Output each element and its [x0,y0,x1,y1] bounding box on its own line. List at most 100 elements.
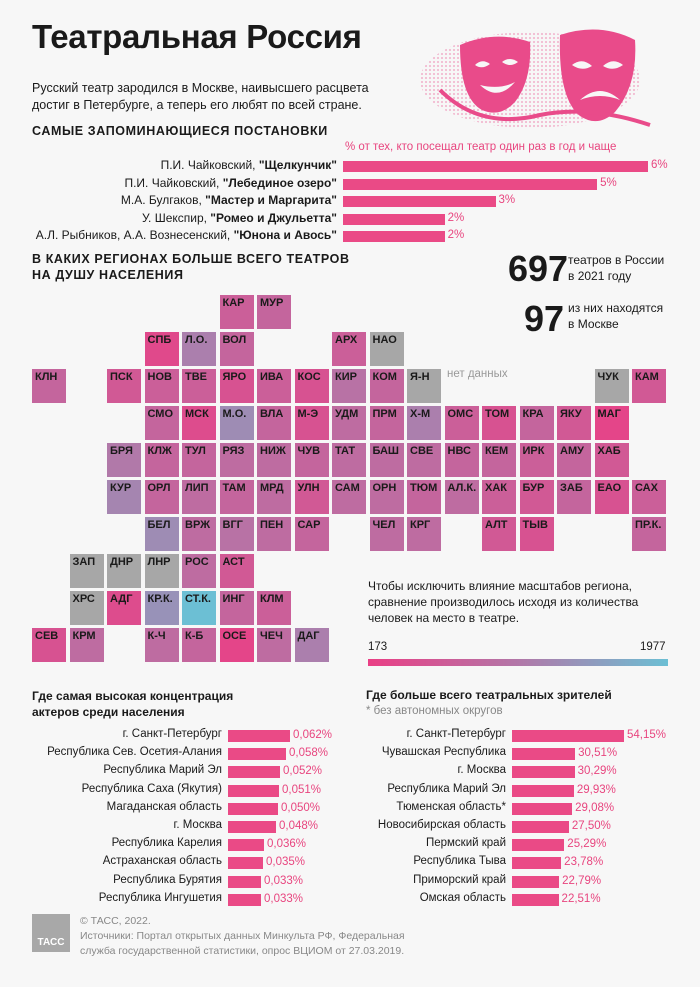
region-tile: КЛН [32,369,66,403]
region-tile: ТАТ [332,443,366,477]
viewers-value: 22,51% [561,892,601,905]
viewers-value: 27,50% [571,820,611,832]
stat-theatres-text-line1: театров в России [568,253,665,267]
region-tile: МСК [182,406,216,440]
production-author: М.А. Булгаков, [120,193,206,207]
actors-heading-line2: актеров среди населения [32,705,185,719]
region-tile: КОМ [369,369,404,403]
region-tile: ДАГ [294,628,329,662]
viewers-value: 30,29% [577,765,617,778]
region-tile: КОС [294,369,329,403]
region-tile: САМ [332,480,366,514]
region-tile: КЕМ [482,443,516,477]
viewers-bar [512,857,562,870]
region-tile: ЕАО [594,480,629,514]
region-tile: ТОМ [482,406,516,440]
actors-label: Республика Бурятия [113,873,222,886]
footer-copyright: © ТАСС, 2022. [80,915,151,927]
region-tile: СМО [144,406,179,440]
actors-label: г. Москва [173,819,222,831]
region-tile: КУР [107,480,141,514]
stat-moscow-text-line1: из них находятся [568,301,664,315]
actors-value: 0,036% [267,838,307,851]
actors-label: Республика Карелия [111,837,222,850]
region-tile: АЛ.К. [444,480,479,514]
region-tile: ИВА [257,369,291,403]
production-label: П.И. Чайковский, "Щелкунчик" [161,158,337,172]
region-tile: СТ.К. [182,591,216,625]
region-tile: АРХ [332,332,366,366]
region-tile: ЛНР [144,554,179,588]
actors-value: 0,050% [281,801,321,814]
production-label: А.Л. Рыбников, А.А. Вознесенский, "Юнона… [36,228,337,242]
viewers-value: 29,93% [576,783,616,796]
region-tile: ЯКУ [557,406,591,440]
viewers-value: 22,79% [562,874,602,887]
actors-value: 0,052% [283,765,323,778]
actors-bar [228,766,280,779]
production-author: А.Л. Рыбников, А.А. Вознесенский, [35,228,234,242]
actors-value: 0,062% [293,729,333,741]
region-tile: ВОЛ [219,332,254,366]
actors-heading: Где самая высокая концентрация актеров с… [32,688,233,720]
region-tile: ИРК [519,443,554,477]
footer-text: © ТАСС, 2022. Источники: Портал открытых… [80,914,405,959]
stat-theatres-text-line2: в 2021 году [568,269,632,283]
region-tile: КЛЖ [144,443,179,477]
production-author: П.И. Чайковский, [160,158,259,172]
viewers-value: 30,51% [578,747,618,760]
stat-theatres-number: 697 [508,248,569,289]
region-tile: ЧУК [594,369,629,403]
scale-max: 1977 [640,641,666,653]
region-tile: ХАБ [594,443,629,477]
region-tile: ВЛА [257,406,291,440]
viewers-label: Чувашская Республика [381,746,506,759]
viewers-bar [512,821,569,833]
production-title: "Юнона и Авось" [233,228,337,242]
region-tile: ЧЕЧ [257,628,291,662]
viewers-bar [512,748,576,761]
actors-label: Астраханская область [102,855,222,868]
regions-heading-line1: В каких регионах больше всего театров [32,252,350,266]
page-title: Театральная Россия [32,18,362,55]
actors-bar [228,839,264,852]
region-tile: Х-М [407,406,441,440]
actors-label: Республика Марий Эл [103,764,222,777]
viewers-note: * без автономных округов [366,705,503,717]
production-title: "Ромео и Джульетта" [210,210,337,225]
actors-value: 0,035% [266,856,306,869]
tass-logo: ТАСС [32,914,70,952]
region-tile: БУР [519,480,554,514]
production-label: М.А. Булгаков, "Мастер и Маргарита" [121,193,337,207]
production-bar [343,178,598,190]
production-title: "Щелкунчик" [258,158,337,172]
production-bar [343,231,445,242]
region-tile: ЧЕЛ [369,517,404,551]
region-tile: ОРЛ [144,480,179,514]
region-tile: АСТ [219,554,254,588]
region-tile: БРЯ [107,443,141,477]
actors-label: Республика Саха (Якутия) [81,782,222,795]
region-tile: ХРС [69,591,104,625]
region-tile: ВРЖ [182,517,216,551]
region-tile: САХ [632,480,666,514]
scale-gradient-bar [368,659,668,666]
region-tile: САР [294,517,329,551]
actors-bar [228,875,261,888]
production-label: П.И. Чайковский, "Лебединое озеро" [124,176,337,190]
region-tile: ОМС [444,406,479,440]
region-tile: КРА [519,406,554,440]
viewers-label: Республика Марий Эл [387,782,506,795]
region-tile: М-Э [294,406,329,440]
viewers-label: Новосибирская область [377,819,506,831]
region-tile: АДГ [107,591,141,625]
viewers-label: г. Санкт-Петербург [406,728,506,740]
region-tile: Я-Н [407,369,441,403]
viewers-value: 25,29% [567,838,607,851]
region-tile: НОВ [144,369,179,403]
region-tile: УЛН [294,480,329,514]
theatre-masks-icon [420,29,651,128]
region-tile: НАО [369,332,404,366]
production-bar [343,213,445,225]
actors-value: 0,033% [264,874,304,887]
